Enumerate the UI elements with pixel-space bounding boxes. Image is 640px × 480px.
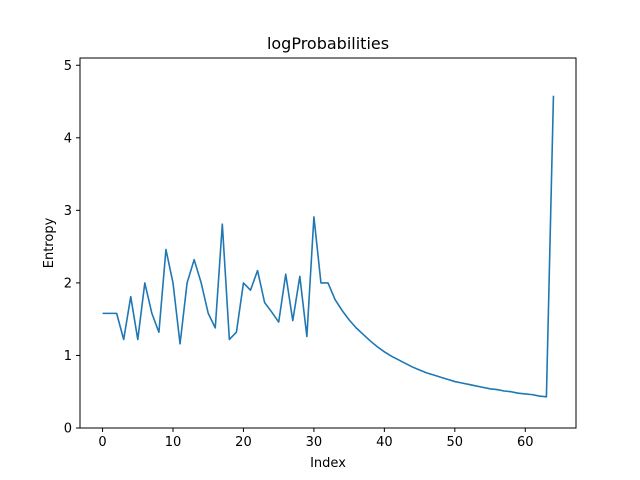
- x-tick-label: 50: [447, 435, 464, 450]
- y-tick-label: 4: [64, 131, 72, 146]
- x-tick-label: 20: [235, 435, 252, 450]
- chart-title: logProbabilities: [267, 34, 389, 53]
- x-tick-label: 60: [517, 435, 534, 450]
- y-tick-label: 0: [64, 422, 72, 437]
- y-tick-label: 2: [64, 276, 72, 291]
- x-axis-label: Index: [310, 456, 346, 471]
- y-axis: 0 1 2 3 4 5: [64, 59, 80, 437]
- x-tick-label: 40: [376, 435, 393, 450]
- x-tick-label: 0: [98, 435, 106, 450]
- series-layer: [102, 95, 555, 398]
- plot-frame: [79, 57, 577, 429]
- x-tick-label: 30: [306, 435, 323, 450]
- x-axis: 0 10 20 30 40 50 60: [98, 428, 534, 450]
- y-axis-label: Entropy: [42, 217, 57, 268]
- y-tick-label: 3: [64, 204, 72, 219]
- y-tick-label: 1: [64, 349, 72, 364]
- y-tick-label: 5: [64, 59, 72, 74]
- series-line-0: [102, 95, 555, 398]
- x-tick-label: 10: [165, 435, 182, 450]
